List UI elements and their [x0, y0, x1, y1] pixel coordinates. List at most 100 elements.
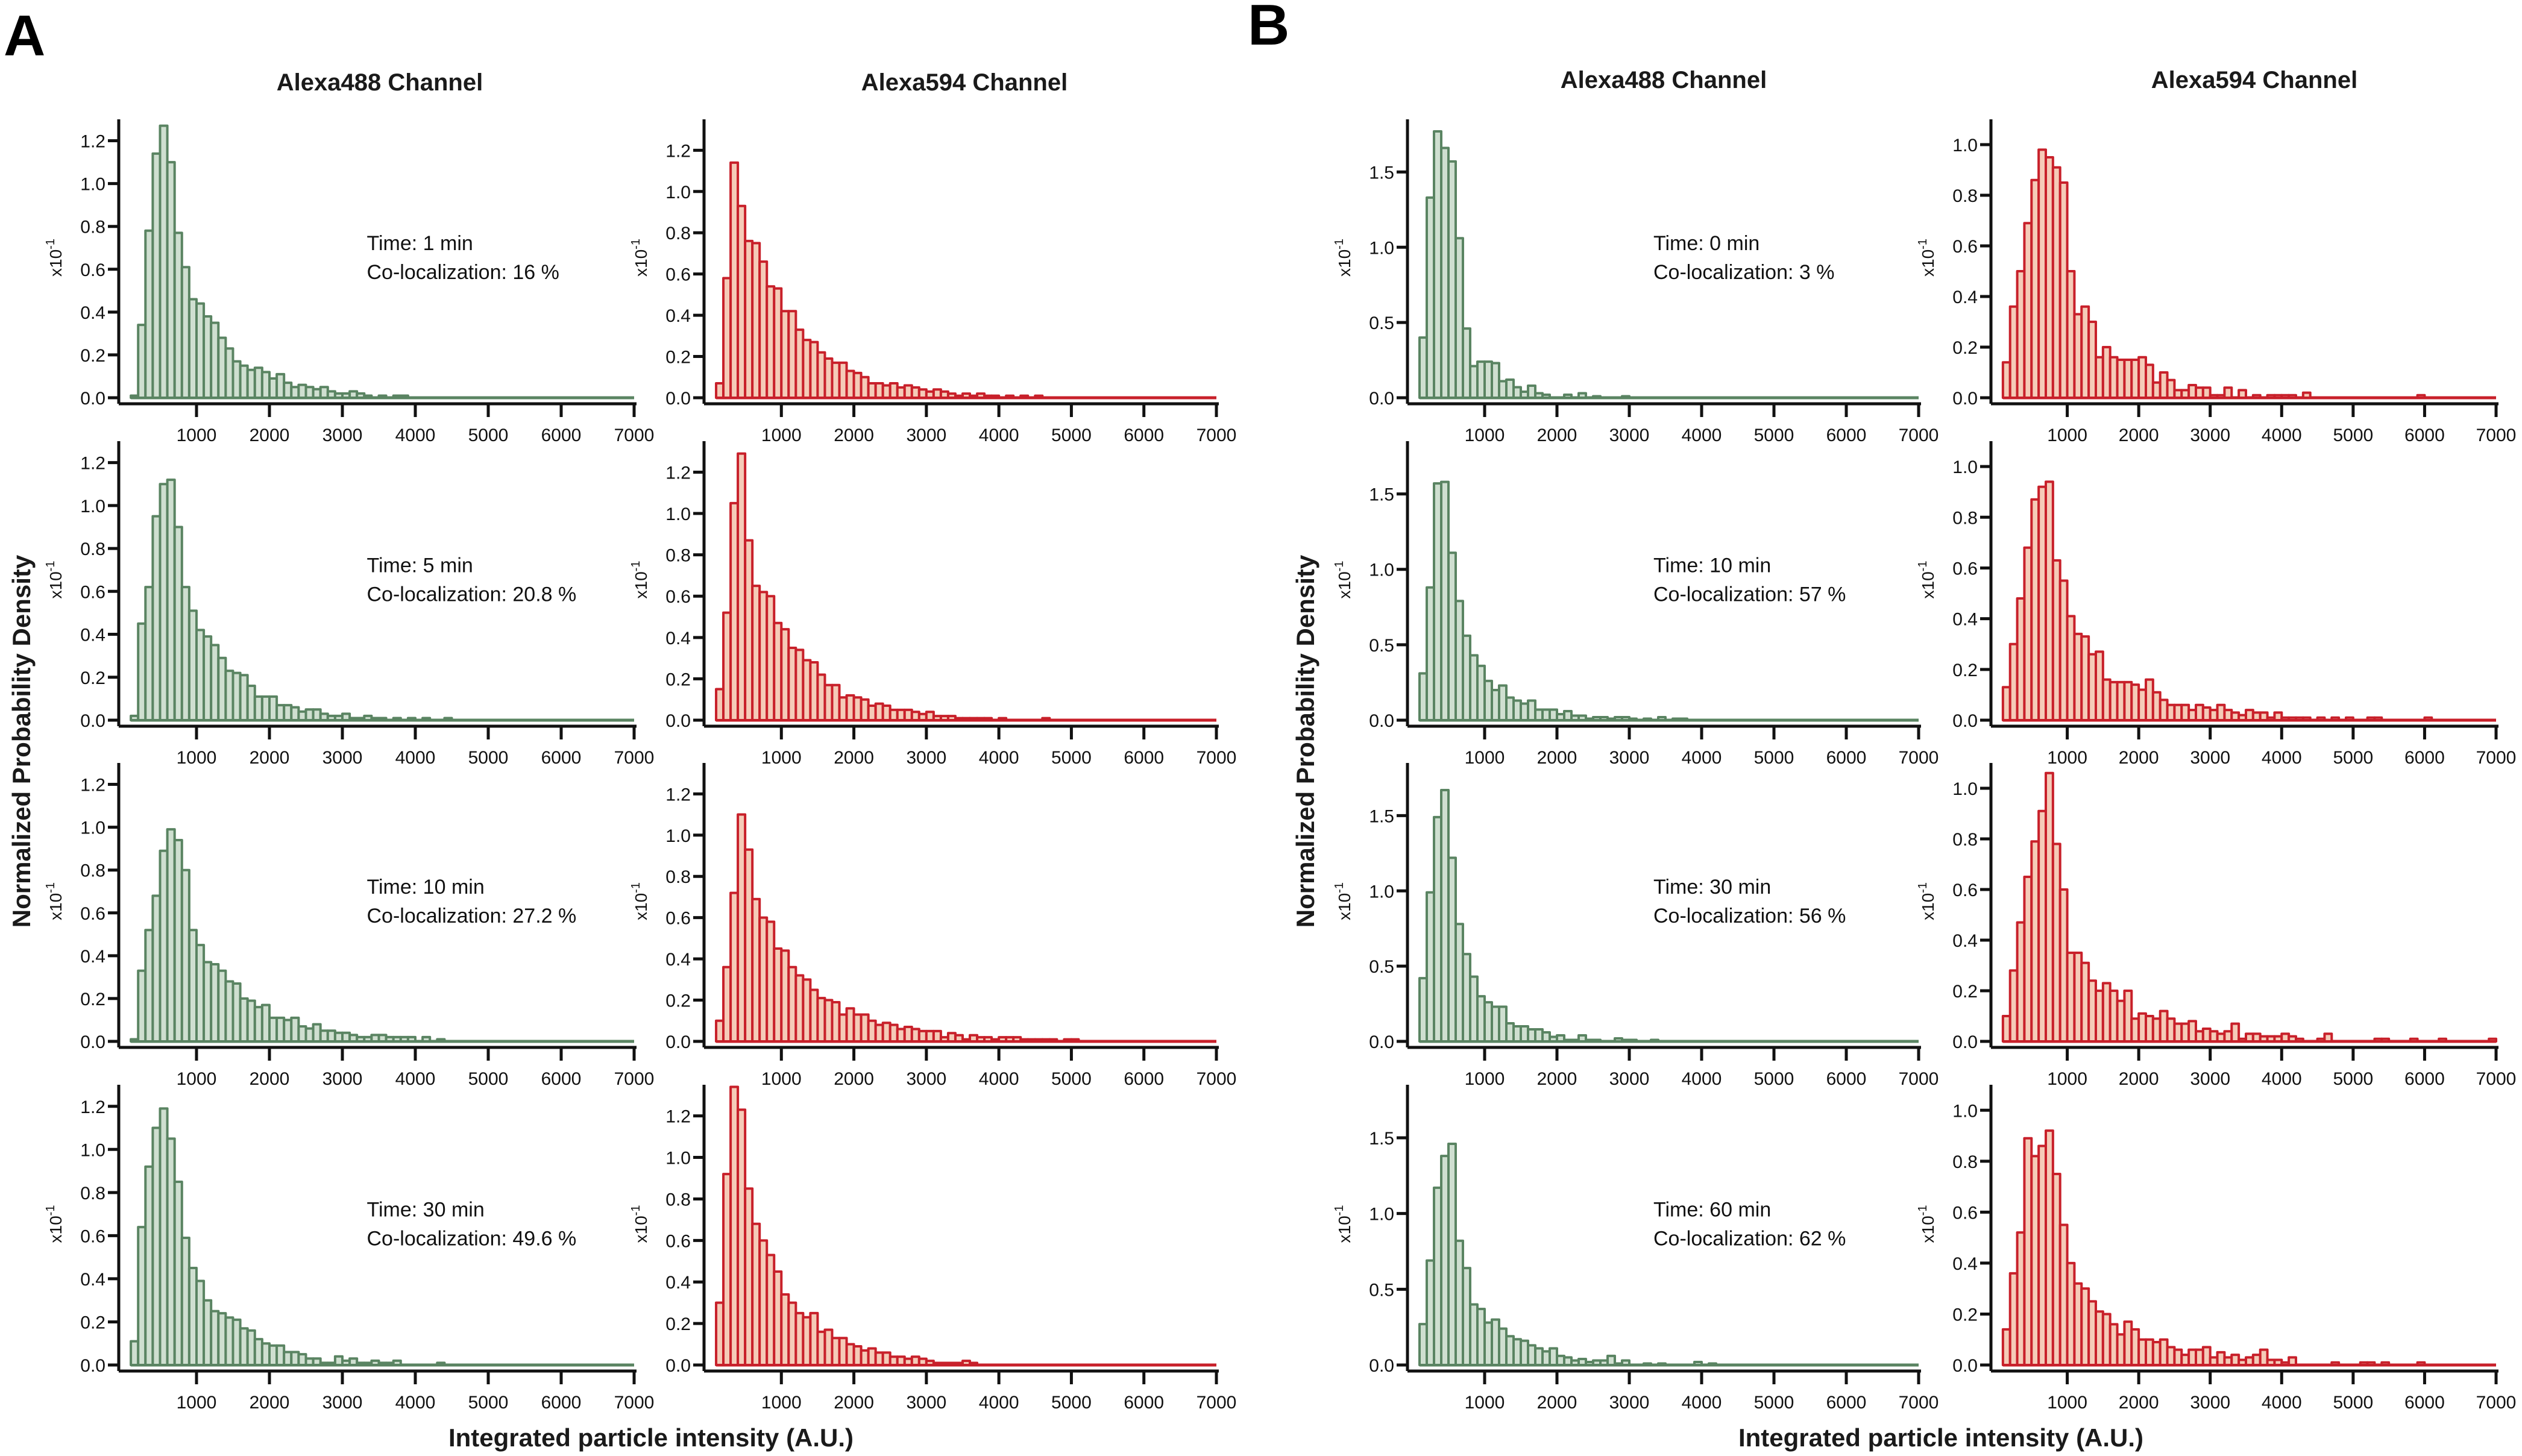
x-tick-label: 2000 [250, 1393, 290, 1413]
x-tick-label: 4000 [979, 1069, 1019, 1089]
histogram-a-alexa594-row1: 1000 2000 3000 4000 5000 6000 7000 0.0 0.2 0.4 0.6… [629, 119, 1236, 445]
x-tick-label: 2000 [1537, 748, 1577, 768]
histogram-bar [436, 1038, 446, 1043]
x-tick-label: 5000 [1754, 1069, 1794, 1089]
x-tick-label: 6000 [1124, 425, 1164, 445]
x-tick-label: 7000 [2476, 748, 2517, 768]
y-multiplier-label: x10-1 [44, 1205, 65, 1243]
x-tick-label: 7000 [614, 748, 655, 768]
y-tick-label: 0.2 [665, 1314, 691, 1334]
annotation-time: Time: 1 min [367, 232, 473, 255]
y-tick-label: 0.4 [665, 306, 691, 326]
x-tick-label: 6000 [2404, 1069, 2445, 1089]
y-tick-label: 0.4 [665, 1273, 691, 1293]
y-multiplier-label: x10-1 [1916, 882, 1937, 920]
annotation-time: Time: 10 min [367, 876, 485, 899]
y-tick-label: 1.5 [1369, 806, 1394, 826]
y-tick-label: 0.0 [665, 1356, 691, 1376]
x-tick-label: 1000 [2047, 1069, 2087, 1089]
y-tick-label: 0.8 [80, 218, 105, 237]
histogram-bar [1034, 394, 1044, 399]
x-tick-label: 5000 [1051, 425, 1092, 445]
annotation-colocalization: Co-localization: 57 % [1653, 583, 1846, 606]
histogram-bar [2166, 378, 2176, 399]
x-tick-label: 7000 [1197, 748, 1237, 768]
x-tick-label: 4000 [1682, 425, 1722, 445]
y-tick-label: 0.2 [1952, 338, 1978, 358]
y-axis-title-b: Normalized Probability Density [1291, 554, 1319, 927]
y-tick-label: 1.0 [80, 175, 105, 195]
x-tick-label: 5000 [1754, 1393, 1794, 1413]
histogram-bar [1679, 717, 1688, 722]
x-tick-label: 2000 [834, 748, 874, 768]
y-multiplier-label: x10-1 [44, 239, 65, 277]
x-tick-label: 2000 [250, 1069, 290, 1089]
x-tick-label: 7000 [1197, 425, 1237, 445]
x-tick-label: 1000 [2047, 1393, 2087, 1413]
y-tick-label: 1.0 [1369, 882, 1394, 902]
y-tick-label: 0.8 [665, 867, 691, 887]
y-tick-label: 1.0 [1369, 238, 1394, 258]
histogram-bar [2438, 1037, 2447, 1043]
y-tick-label: 0.0 [80, 1356, 105, 1376]
x-tick-label: 6000 [541, 748, 582, 768]
x-tick-label: 3000 [1609, 1069, 1650, 1089]
y-tick-label: 0.6 [665, 587, 691, 607]
y-tick-label: 0.2 [80, 990, 105, 1009]
x-tick-label: 1000 [1465, 425, 1505, 445]
histogram-bar [2301, 391, 2312, 399]
histogram-bar [1563, 394, 1573, 400]
y-tick-label: 1.0 [1952, 136, 1978, 155]
x-tick-label: 5000 [1051, 1069, 1092, 1089]
x-tick-label: 3000 [322, 748, 363, 768]
histogram-bar [1019, 394, 1030, 399]
y-tick-label: 1.2 [665, 463, 691, 483]
y-tick-label: 0.2 [80, 668, 105, 688]
panel-label-a: A [4, 4, 45, 68]
x-tick-label: 2000 [2119, 425, 2159, 445]
histogram-bar [2409, 1037, 2419, 1043]
histogram-bar [2488, 1037, 2498, 1043]
x-tick-label: 6000 [541, 1393, 582, 1413]
x-tick-label: 5000 [2333, 425, 2373, 445]
x-tick-label: 1000 [177, 748, 217, 768]
histogram-bar [1577, 392, 1587, 400]
histogram-bar [2251, 394, 2262, 399]
histogram-bar [1005, 394, 1015, 399]
histogram-bar [2145, 363, 2154, 400]
histogram-a-alexa594-row3: 1000 2000 3000 4000 5000 6000 7000 0.0 0.2 0.4 0.6… [629, 763, 1236, 1089]
y-multiplier-label: x10-1 [1916, 561, 1937, 599]
x-tick-label: 3000 [2190, 748, 2230, 768]
y-tick-label: 1.2 [665, 785, 691, 805]
x-tick-label: 5000 [1754, 748, 1794, 768]
y-multiplier-label: x10-1 [629, 1205, 650, 1243]
x-tick-label: 4000 [1682, 1393, 1722, 1413]
x-tick-label: 1000 [761, 1393, 802, 1413]
x-tick-label: 2000 [834, 1069, 874, 1089]
y-tick-label: 1.0 [1952, 1101, 1978, 1121]
x-tick-label: 7000 [614, 425, 655, 445]
histogram-bar [1041, 717, 1051, 721]
x-tick-label: 5000 [468, 425, 509, 445]
column-title-b-alexa488: Alexa488 Channel [1561, 67, 1767, 93]
histogram-bar [421, 717, 432, 722]
histogram-bar [969, 1361, 979, 1367]
x-tick-label: 3000 [2190, 425, 2230, 445]
x-tick-label: 5000 [2333, 748, 2373, 768]
y-multiplier-label: x10-1 [1333, 1205, 1354, 1243]
histogram-bar [2295, 1037, 2304, 1043]
x-tick-label: 3000 [1609, 748, 1650, 768]
y-tick-label: 0.0 [1369, 711, 1394, 731]
histogram-bar [1693, 1360, 1703, 1366]
histogram-bar [2330, 716, 2341, 721]
y-tick-label: 0.2 [1952, 1305, 1978, 1325]
histogram-bar [377, 394, 388, 400]
panel-label-b: B [1248, 0, 1289, 57]
y-tick-label: 1.0 [80, 818, 105, 838]
y-tick-label: 1.5 [1369, 485, 1394, 505]
y-multiplier-label: x10-1 [1333, 561, 1354, 599]
y-tick-label: 0.6 [1952, 880, 1978, 900]
histogram-bar [2201, 1346, 2212, 1367]
histogram-a-alexa594-row4: 1000 2000 3000 4000 5000 6000 7000 0.0 0.2 0.4 0.6… [629, 1085, 1236, 1413]
y-tick-label: 0.2 [665, 348, 691, 368]
